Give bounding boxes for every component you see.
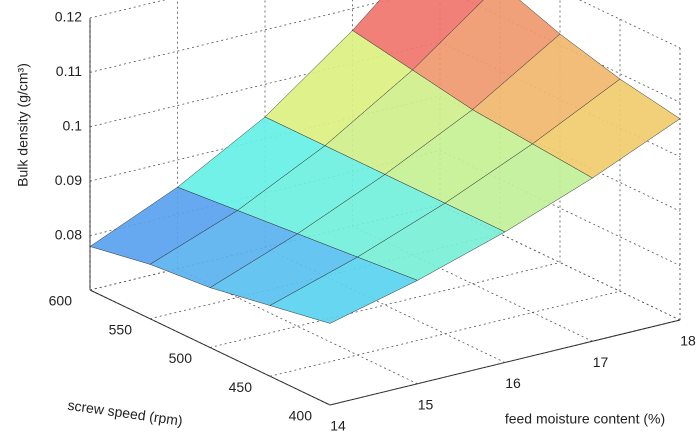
grid-line <box>269 290 621 377</box>
y-tick-label: 500 <box>169 350 193 366</box>
z-tick-label: 0.08 <box>55 226 82 242</box>
z-tick-label: 0.1 <box>63 118 83 134</box>
y-tick-label: 450 <box>229 379 253 395</box>
y-tick-label: 600 <box>49 293 73 309</box>
surface-patch <box>269 256 419 324</box>
y-tick-label: 550 <box>109 321 133 337</box>
grid-line <box>578 0 681 49</box>
grid-line <box>465 0 681 103</box>
grid-line <box>439 150 681 266</box>
grid-line <box>329 319 681 406</box>
grid-line <box>89 0 166 19</box>
x-axis-label: feed moisture content (%) <box>505 411 665 427</box>
x-tick-label: 18 <box>680 333 696 349</box>
y-tick-label: 400 <box>289 408 313 424</box>
grid-line <box>209 262 561 348</box>
grid-line <box>439 95 681 212</box>
x-tick-label: 14 <box>330 418 346 434</box>
grid-line <box>89 289 331 406</box>
z-tick-label: 0.09 <box>55 172 82 188</box>
z-axis-label: Bulk density (g/cm³) <box>15 63 31 187</box>
z-tick-label: 0.11 <box>56 63 82 79</box>
x-tick-label: 15 <box>418 396 434 412</box>
z-tick-label: 0.12 <box>55 9 82 25</box>
x-tick-label: 16 <box>505 375 521 391</box>
x-tick-label: 17 <box>593 354 609 370</box>
y-axis-label: screw speed (rpm) <box>67 397 184 429</box>
